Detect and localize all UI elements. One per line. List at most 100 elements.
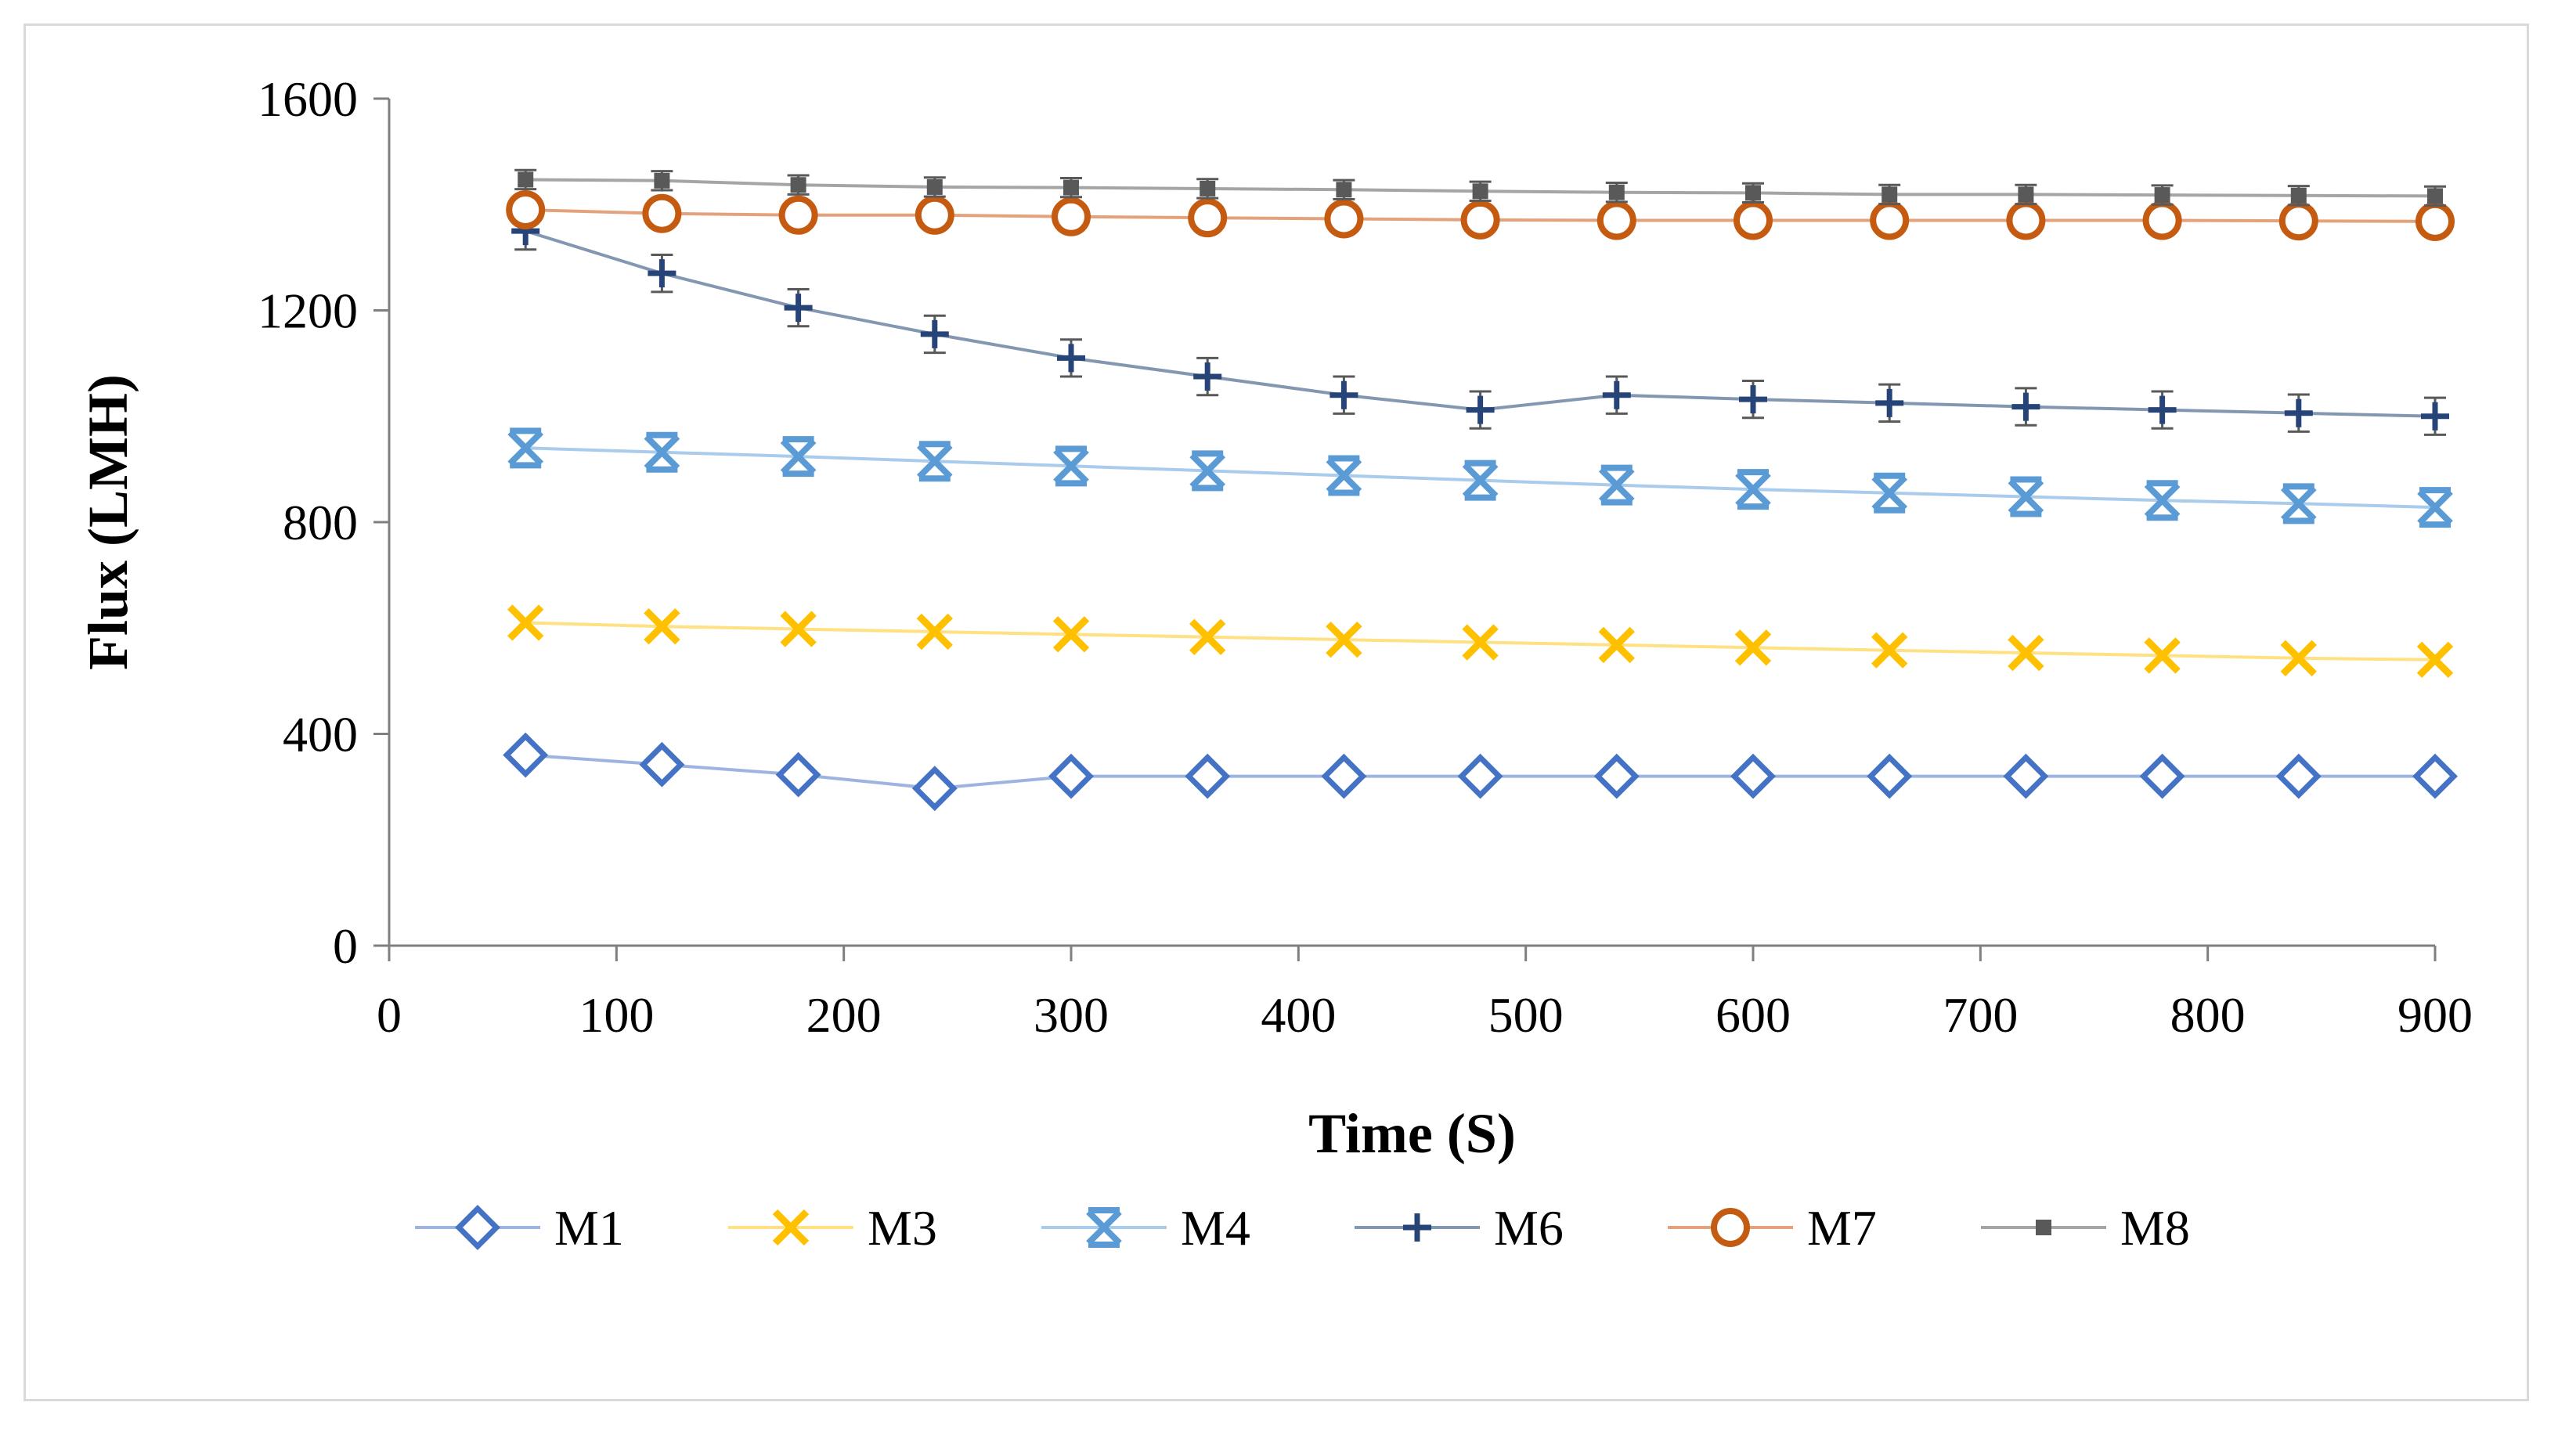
data-point-m8 <box>518 171 534 188</box>
legend-marker <box>1086 1207 1122 1248</box>
data-point-m4 <box>916 441 953 482</box>
data-point-m3 <box>780 611 817 647</box>
data-point-m7 <box>1324 199 1364 239</box>
data-point-m6 <box>2011 392 2040 421</box>
legend-label: M3 <box>868 1200 937 1256</box>
data-point-m6 <box>2284 398 2313 427</box>
data-point-m7 <box>2415 201 2455 241</box>
data-point-m6 <box>1739 385 1767 414</box>
data-point-m1 <box>2003 753 2049 799</box>
data-point-m4 <box>2144 480 2181 521</box>
data-point-m6 <box>1875 388 1904 417</box>
y-tick-label: 1600 <box>258 71 358 127</box>
data-point-m6 <box>920 319 949 348</box>
data-point-m3 <box>2008 634 2044 672</box>
legend: M1 M3 M4 M6 M7 M8 <box>415 1200 2190 1256</box>
data-point-m4 <box>1189 450 1226 492</box>
legend-label: M7 <box>1807 1200 1877 1256</box>
series-m1 <box>503 732 2458 812</box>
data-point-m8 <box>1608 184 1625 200</box>
data-point-m1 <box>775 752 821 798</box>
data-point-m8 <box>1881 186 1898 203</box>
x-tick-label: 100 <box>579 987 654 1043</box>
data-point-m7 <box>778 195 818 235</box>
data-point-m7 <box>1188 198 1228 238</box>
data-point-m6 <box>1329 380 1358 409</box>
data-point-m6 <box>1193 362 1222 391</box>
data-point-m8 <box>654 172 670 189</box>
legend-label: M4 <box>1181 1200 1250 1256</box>
data-point-m3 <box>916 613 953 651</box>
x-tick-label: 300 <box>1034 987 1109 1043</box>
x-tick-label: 0 <box>377 987 402 1043</box>
data-point-m7 <box>1596 200 1636 240</box>
data-point-m3 <box>1052 616 1090 653</box>
data-point-m3 <box>2144 637 2181 674</box>
data-point-m1 <box>1048 753 1094 799</box>
data-point-m6 <box>1466 395 1495 424</box>
data-point-m4 <box>507 427 544 469</box>
data-point-m8 <box>2290 187 2307 204</box>
data-point-m4 <box>2280 483 2317 524</box>
data-point-m6 <box>1602 380 1631 409</box>
legend-marker <box>1403 1213 1431 1242</box>
data-point-m4 <box>1326 455 1362 496</box>
data-point-m3 <box>1462 624 1499 661</box>
data-point-m1 <box>1457 753 1503 799</box>
data-point-m8 <box>1200 180 1216 196</box>
data-point-m7 <box>506 190 546 230</box>
series-layer <box>503 168 2458 812</box>
data-point-m1 <box>1185 753 1231 799</box>
series-m3 <box>507 604 2454 679</box>
data-point-m3 <box>1734 629 1772 666</box>
data-point-m7 <box>1460 200 1500 240</box>
data-point-m8 <box>2154 187 2170 204</box>
data-point-m4 <box>1871 472 1908 514</box>
y-tick-label: 800 <box>283 495 358 550</box>
x-tick-label: 900 <box>2397 987 2473 1043</box>
data-point-m8 <box>1336 182 1352 198</box>
data-point-m7 <box>915 195 954 235</box>
data-point-m6 <box>1057 344 1085 373</box>
data-point-m7 <box>2006 200 2046 240</box>
data-point-m7 <box>642 193 682 233</box>
legend-item-m4: M4 <box>1041 1200 1250 1256</box>
data-point-m6 <box>648 259 676 288</box>
data-point-m1 <box>2275 753 2322 799</box>
legend-item-m6: M6 <box>1355 1200 1564 1256</box>
data-point-m4 <box>1598 464 1635 506</box>
data-point-m7 <box>1052 196 1091 236</box>
data-point-m4 <box>1053 445 1089 487</box>
data-point-m3 <box>1326 621 1362 658</box>
data-point-m3 <box>2416 641 2454 679</box>
legend-marker <box>772 1209 810 1246</box>
x-tick-label: 800 <box>2170 987 2246 1043</box>
data-point-m4 <box>2417 487 2453 528</box>
y-axis-title: Flux (LMH) <box>77 374 139 670</box>
legend-item-m3: M3 <box>728 1200 937 1256</box>
x-tick-label: 400 <box>1261 987 1336 1043</box>
data-point-m6 <box>2148 395 2177 424</box>
series-m8 <box>514 168 2446 207</box>
data-point-m1 <box>1321 753 1367 799</box>
legend-marker <box>2036 1220 2051 1235</box>
legend-label: M1 <box>554 1200 624 1256</box>
data-point-m8 <box>790 177 806 193</box>
x-tick-label: 600 <box>1716 987 1791 1043</box>
data-point-m1 <box>2139 753 2185 799</box>
data-point-m8 <box>2427 188 2443 204</box>
legend-item-m1: M1 <box>415 1200 624 1256</box>
data-point-m7 <box>1734 200 1773 240</box>
data-point-m3 <box>1598 626 1635 664</box>
y-tick-label: 400 <box>283 707 358 762</box>
data-point-m7 <box>2278 201 2318 241</box>
series-m6 <box>511 211 2449 436</box>
series-m4 <box>507 427 2453 528</box>
data-point-m1 <box>1867 753 1913 799</box>
chart-frame <box>23 23 2529 1401</box>
x-tick-label: 500 <box>1488 987 1564 1043</box>
data-point-m6 <box>784 294 813 323</box>
x-axis-title: Time (S) <box>1308 1102 1516 1165</box>
data-point-m8 <box>1063 179 1079 196</box>
data-point-m4 <box>2008 476 2044 517</box>
